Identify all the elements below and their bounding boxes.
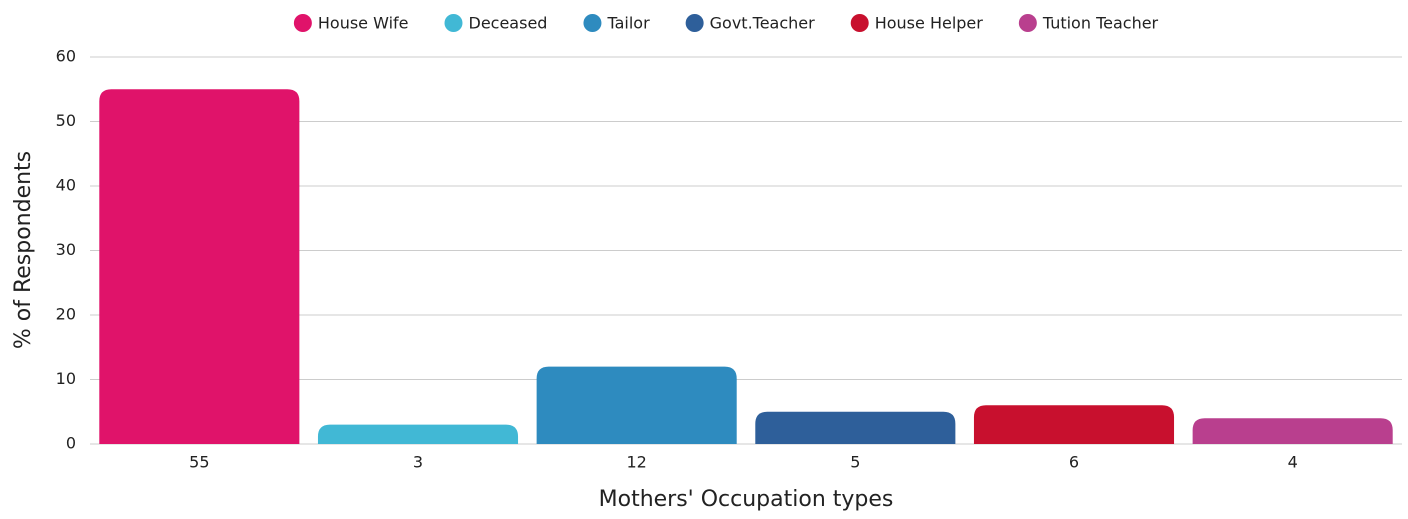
bar — [755, 411, 956, 444]
x-tick-label: 12 — [626, 453, 646, 472]
y-tick-label: 50 — [56, 111, 76, 130]
y-axis-title: % of Respondents — [11, 151, 36, 349]
x-tick-label: 6 — [1069, 453, 1079, 472]
legend-marker — [444, 14, 463, 32]
x-tick-label: 3 — [413, 453, 423, 472]
bar — [317, 424, 519, 444]
y-tick-label: 10 — [56, 369, 76, 388]
y-tick-label: 0 — [66, 434, 76, 453]
bar — [99, 89, 300, 444]
legend-label: Tution Teacher — [1042, 14, 1159, 33]
legend-marker — [1018, 14, 1037, 32]
legend-marker — [850, 14, 869, 32]
x-axis-title: Mothers' Occupation types — [599, 487, 894, 512]
legend-label: Govt.Teacher — [710, 14, 816, 33]
legend-marker — [583, 14, 602, 32]
legend-label: House Wife — [318, 14, 409, 33]
y-tick-label: 20 — [56, 305, 76, 324]
legend-marker — [293, 14, 312, 32]
legend-label: House Helper — [875, 14, 984, 33]
legend-marker — [685, 14, 704, 32]
x-tick-label: 4 — [1288, 453, 1298, 472]
x-tick-label: 5 — [850, 453, 860, 472]
y-tick-label: 30 — [56, 240, 76, 259]
y-tick-label: 40 — [56, 176, 76, 195]
x-tick-label: 55 — [189, 453, 209, 472]
bar — [536, 366, 737, 444]
y-tick-label: 60 — [56, 47, 76, 66]
legend-label: Deceased — [469, 14, 548, 33]
legend-label: Tailor — [606, 14, 650, 33]
bar — [973, 405, 1175, 444]
bar — [1192, 418, 1393, 444]
